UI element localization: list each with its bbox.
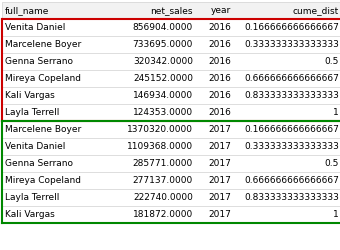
Text: 2016: 2016 <box>208 91 231 100</box>
Text: 0.333333333333333: 0.333333333333333 <box>244 142 339 151</box>
Text: Layla Terrell: Layla Terrell <box>5 193 59 202</box>
Text: 733695.0000: 733695.0000 <box>133 40 193 49</box>
Text: full_name: full_name <box>5 6 49 15</box>
Bar <box>2 2 340 19</box>
Text: 0.166666666666667: 0.166666666666667 <box>244 125 339 134</box>
Text: 0.833333333333333: 0.833333333333333 <box>244 193 339 202</box>
Text: Venita Daniel: Venita Daniel <box>5 142 65 151</box>
Text: 2016: 2016 <box>208 40 231 49</box>
Text: 277137.0000: 277137.0000 <box>133 176 193 185</box>
Text: Kali Vargas: Kali Vargas <box>5 210 55 219</box>
Bar <box>2 19 340 36</box>
Text: Mireya Copeland: Mireya Copeland <box>5 176 81 185</box>
Text: Genna Serrano: Genna Serrano <box>5 57 73 66</box>
Text: Kali Vargas: Kali Vargas <box>5 91 55 100</box>
Bar <box>2 138 340 155</box>
Text: 181872.0000: 181872.0000 <box>133 210 193 219</box>
Text: 2016: 2016 <box>208 74 231 83</box>
Bar <box>2 104 340 121</box>
Text: Genna Serrano: Genna Serrano <box>5 159 73 168</box>
Bar <box>2 87 340 104</box>
Bar <box>2 70 340 87</box>
Text: 1: 1 <box>333 108 339 117</box>
Text: 146934.0000: 146934.0000 <box>133 91 193 100</box>
Text: 0.833333333333333: 0.833333333333333 <box>244 91 339 100</box>
Text: 1109368.0000: 1109368.0000 <box>127 142 193 151</box>
Text: Mireya Copeland: Mireya Copeland <box>5 74 81 83</box>
Text: net_sales: net_sales <box>151 6 193 15</box>
Text: 2017: 2017 <box>208 193 231 202</box>
Text: Marcelene Boyer: Marcelene Boyer <box>5 125 81 134</box>
Text: 320342.0000: 320342.0000 <box>133 57 193 66</box>
Bar <box>2 206 340 223</box>
Text: 0.5: 0.5 <box>325 159 339 168</box>
Text: 856904.0000: 856904.0000 <box>133 23 193 32</box>
Text: 1370320.0000: 1370320.0000 <box>127 125 193 134</box>
Bar <box>2 155 340 172</box>
Text: 124353.0000: 124353.0000 <box>133 108 193 117</box>
Text: 0.666666666666667: 0.666666666666667 <box>244 74 339 83</box>
Text: 285771.0000: 285771.0000 <box>133 159 193 168</box>
Text: cume_dist: cume_dist <box>293 6 339 15</box>
Text: Marcelene Boyer: Marcelene Boyer <box>5 40 81 49</box>
Text: 0.166666666666667: 0.166666666666667 <box>244 23 339 32</box>
Text: year: year <box>211 6 231 15</box>
Bar <box>2 172 340 189</box>
Bar <box>2 189 340 206</box>
Text: 0.666666666666667: 0.666666666666667 <box>244 176 339 185</box>
Text: 2017: 2017 <box>208 159 231 168</box>
Text: 245152.0000: 245152.0000 <box>133 74 193 83</box>
Bar <box>2 53 340 70</box>
Text: 2017: 2017 <box>208 142 231 151</box>
Text: 2017: 2017 <box>208 125 231 134</box>
Text: 2016: 2016 <box>208 108 231 117</box>
Text: 222740.0000: 222740.0000 <box>133 193 193 202</box>
Text: 2017: 2017 <box>208 210 231 219</box>
Text: Venita Daniel: Venita Daniel <box>5 23 65 32</box>
Text: Layla Terrell: Layla Terrell <box>5 108 59 117</box>
Text: 1: 1 <box>333 210 339 219</box>
Text: 0.5: 0.5 <box>325 57 339 66</box>
Text: 2016: 2016 <box>208 23 231 32</box>
Bar <box>2 36 340 53</box>
Text: 2016: 2016 <box>208 57 231 66</box>
Text: 0.333333333333333: 0.333333333333333 <box>244 40 339 49</box>
Bar <box>2 121 340 138</box>
Text: 2017: 2017 <box>208 176 231 185</box>
